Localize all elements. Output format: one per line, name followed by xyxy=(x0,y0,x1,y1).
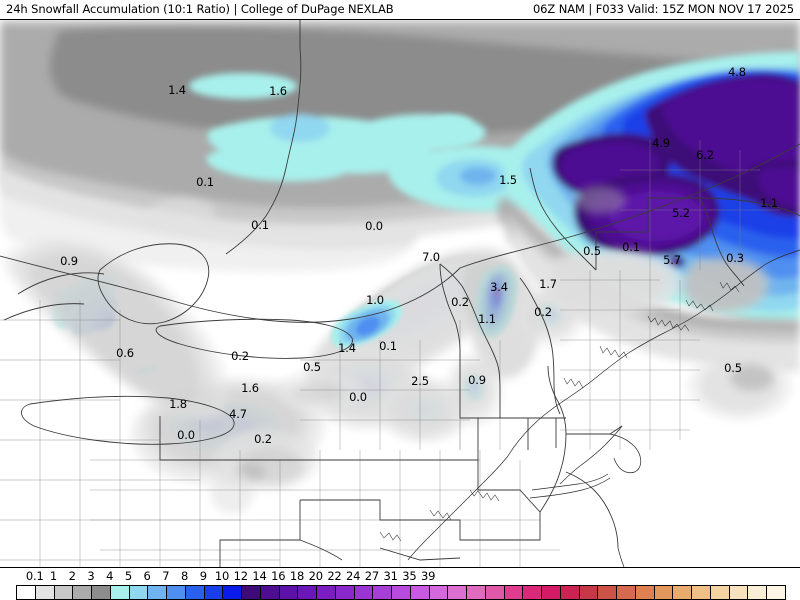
colorbar-segment xyxy=(17,586,36,599)
colorbar-tick-label: 5 xyxy=(124,569,132,583)
colorbar-tick-label: 6 xyxy=(143,569,151,583)
colorbar-segment xyxy=(654,586,674,599)
colorbar-segment xyxy=(317,586,336,599)
colorbar-segment xyxy=(279,586,299,599)
colorbar-segment xyxy=(204,586,224,599)
colorbar-segment xyxy=(523,586,542,599)
colorbar-tick-label: 31 xyxy=(383,569,398,583)
colorbar-tick-label: 3 xyxy=(87,569,95,583)
map-viewport[interactable]: 1.4 1.6 0.1 0.1 0.0 1.5 4.8 4.9 6.2 5.2 1.1 0.5 0.1 5… xyxy=(0,19,800,568)
colorbar-segment xyxy=(542,586,561,599)
field-cyan-patches-north xyxy=(189,73,486,182)
map-canvas[interactable] xyxy=(0,20,800,567)
colorbar-segment xyxy=(673,586,692,599)
colorbar-tick-labels: 0.1 1 2 3 4 5 6 7 8 9 10 12 14 16 18 20 22 24 27 31 35 39 xyxy=(0,568,800,584)
colorbar-segment xyxy=(767,586,785,599)
maine-coast-detail xyxy=(379,281,740,542)
field-ontario-nw-halo xyxy=(4,238,229,420)
colorbar-segment xyxy=(110,586,130,599)
colorbar-legend: 0.1 1 2 3 4 5 6 7 8 9 10 12 14 16 18 20 22 24 27 31 35 39 xyxy=(0,568,800,600)
colorbar-tick-label: 12 xyxy=(233,569,248,583)
colorbar-segment xyxy=(410,586,430,599)
colorbar-segment xyxy=(579,586,599,599)
colorbar-segment xyxy=(617,586,636,599)
snowfall-contour-field xyxy=(0,20,800,567)
field-northeast-core xyxy=(503,51,800,324)
colorbar-tick-label: 1 xyxy=(49,569,58,583)
colorbar-segment xyxy=(354,586,374,599)
colorbar-tick-label: 22 xyxy=(327,569,342,583)
field-catskills-halo xyxy=(380,378,468,442)
colorbar-segment xyxy=(635,586,655,599)
colorbar-tick-label: 18 xyxy=(289,569,305,583)
colorbar-swatches xyxy=(16,585,786,600)
page-title: 24h Snowfall Accumulation (10:1 Ratio) |… xyxy=(6,2,394,16)
colorbar-segment xyxy=(373,586,392,599)
colorbar-tick-label: 20 xyxy=(308,569,323,583)
colorbar-tick-label: 2 xyxy=(68,569,76,583)
colorbar-segment xyxy=(748,586,767,599)
colorbar-tick-label: 24 xyxy=(346,569,361,583)
colorbar-segment xyxy=(223,586,242,599)
field-misc-light-grey xyxy=(148,186,626,514)
colorbar-segment xyxy=(467,586,486,599)
colorbar-tick-label: 16 xyxy=(271,569,286,583)
colorbar-segment xyxy=(692,586,711,599)
colorbar-segment xyxy=(35,586,55,599)
colorbar-segment xyxy=(73,586,92,599)
colorbar-tick-label: 35 xyxy=(402,569,417,583)
colorbar-segment xyxy=(448,586,467,599)
colorbar-segment xyxy=(429,586,449,599)
field-maine-light xyxy=(545,249,792,420)
colorbar-segment xyxy=(335,586,355,599)
colorbar-tick-label: 7 xyxy=(162,569,170,583)
colorbar-tick-label: 9 xyxy=(199,569,207,583)
colorbar-tick-label: 0.1 xyxy=(25,569,44,583)
colorbar-segment xyxy=(560,586,580,599)
colorbar-segment xyxy=(485,586,505,599)
colorbar-segment xyxy=(298,586,317,599)
colorbar-segment xyxy=(148,586,167,599)
coastline xyxy=(407,249,800,567)
colorbar-tick-label: 39 xyxy=(420,569,436,583)
colorbar-tick-label: 10 xyxy=(214,569,230,583)
state-borders xyxy=(0,20,800,567)
colorbar-segment xyxy=(185,586,205,599)
colorbar-tick-label: 8 xyxy=(181,569,189,583)
colorbar-segment xyxy=(504,586,524,599)
colorbar-segment xyxy=(129,586,149,599)
colorbar-segment xyxy=(260,586,280,599)
colorbar-segment xyxy=(54,586,74,599)
colorbar-segment xyxy=(92,586,111,599)
colorbar-tick-label: 4 xyxy=(106,569,114,583)
colorbar-tick-label: 27 xyxy=(364,569,380,583)
colorbar-segment xyxy=(242,586,261,599)
colorbar-segment xyxy=(167,586,186,599)
page-header: 24h Snowfall Accumulation (10:1 Ratio) |… xyxy=(0,0,800,19)
model-valid-time: 06Z NAM | F033 Valid: 15Z MON NOV 17 202… xyxy=(532,2,794,16)
colorbar-segment xyxy=(729,586,749,599)
colorbar-segment xyxy=(598,586,617,599)
field-western-ny-band xyxy=(331,300,403,349)
colorbar-segment xyxy=(710,586,730,599)
colorbar-tick-label: 14 xyxy=(252,569,267,583)
colorbar-segment xyxy=(392,586,411,599)
